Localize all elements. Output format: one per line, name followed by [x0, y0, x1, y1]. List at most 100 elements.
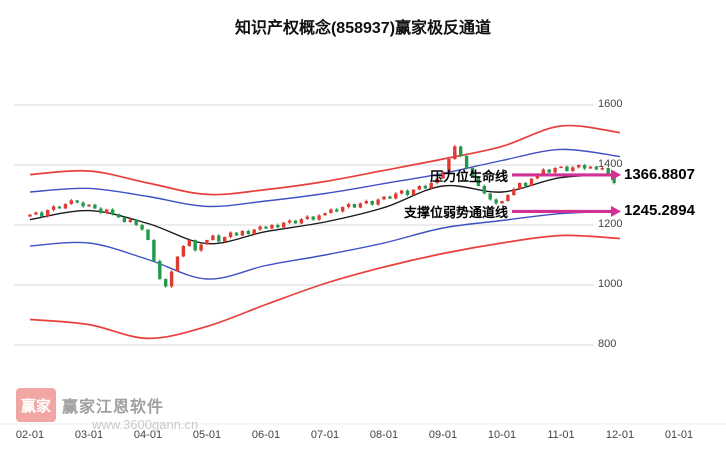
candle-body [164, 279, 168, 287]
candle-body [453, 146, 457, 159]
candle-body [199, 244, 203, 251]
candle-body [276, 225, 280, 228]
candle-body [258, 226, 262, 230]
candle-body [518, 183, 522, 189]
candle-body [553, 168, 557, 173]
candle-body [99, 208, 103, 213]
candle-body [187, 240, 191, 246]
candle-body [40, 212, 44, 217]
candle-body [541, 169, 545, 174]
candle-body [464, 156, 469, 168]
candle-body [447, 159, 451, 172]
candle-body [28, 214, 32, 217]
y-tick-label: 1400 [598, 158, 623, 170]
candle-body [87, 204, 91, 207]
candle-body [582, 165, 587, 169]
candle-body [128, 219, 132, 222]
candle-body [323, 213, 327, 216]
candle-body [335, 209, 339, 212]
grid-layer [0, 104, 726, 425]
x-tick-label: 03-01 [74, 429, 104, 441]
candle-body [317, 215, 321, 220]
candle-body [134, 219, 138, 225]
candle-body [329, 209, 333, 213]
marker-arrows-layer [512, 169, 621, 217]
x-tick-label: 12-01 [605, 429, 635, 441]
candle-body [571, 167, 575, 171]
candle-body [211, 235, 215, 240]
candle-body [352, 204, 357, 208]
candle-body [34, 212, 38, 215]
candle-body [75, 200, 79, 203]
candle-body [93, 204, 97, 209]
candle-body [140, 225, 144, 230]
candle-body [382, 196, 386, 200]
resistance-annotation-label: 压力位生命线 [429, 168, 508, 184]
candle-body [181, 246, 186, 257]
candle-body [588, 166, 593, 169]
candle-body [346, 204, 351, 207]
candle-body [417, 186, 422, 190]
y-tick-label: 800 [598, 338, 617, 350]
candle-body [435, 178, 439, 183]
support-annotation-label: 支撑位弱势通道线 [403, 205, 508, 221]
candle-body [311, 216, 315, 220]
website-url-watermark: www.3600gann.cn [92, 417, 199, 432]
marker-arrow-head [611, 169, 621, 181]
candle-body [122, 217, 127, 222]
x-tick-label: 05-01 [192, 429, 222, 441]
candle-body [287, 220, 292, 223]
candle-body [482, 186, 486, 194]
candle-body [234, 232, 239, 236]
candle-body [500, 201, 504, 204]
candle-body [523, 183, 528, 186]
candle-body [376, 199, 380, 205]
x-tick-label: 02-01 [15, 429, 45, 441]
candle-body [146, 229, 150, 240]
candle-body [223, 237, 227, 242]
candle-body [246, 231, 250, 234]
candle-body [577, 165, 581, 168]
candle-body [116, 213, 121, 218]
candle-body [341, 207, 345, 212]
x-tick-label: 10-01 [487, 429, 517, 441]
candle-body [559, 166, 563, 168]
candle-body [370, 201, 374, 205]
candle-body [240, 231, 245, 236]
candle-body [293, 220, 298, 224]
candle-body [152, 240, 156, 261]
candle-body [217, 235, 221, 242]
candle-body [57, 206, 62, 209]
candle-body [512, 189, 516, 195]
candle-body [405, 190, 410, 195]
y-tick-label: 1600 [598, 98, 623, 110]
candle-body [488, 193, 492, 200]
candle-body [494, 199, 498, 204]
candle-body [193, 240, 197, 251]
candle-body [69, 200, 73, 204]
candle-body [158, 261, 162, 279]
candle-body [470, 168, 475, 177]
candle-body [547, 169, 551, 173]
candle-body [423, 186, 427, 189]
candle-body [364, 201, 368, 204]
candle-body [429, 183, 433, 189]
candle-body [175, 256, 180, 272]
x-tick-label: 01-01 [664, 429, 694, 441]
channel-line [29, 124, 621, 196]
candle-body [169, 271, 174, 287]
candle-body [411, 189, 416, 195]
x-tick-label: 09-01 [428, 429, 458, 441]
candle-body [506, 195, 510, 201]
candle-body [565, 166, 569, 171]
candle-body [252, 229, 256, 234]
channel-lines-layer [29, 124, 621, 340]
candle-body [358, 203, 363, 208]
x-tick-label: 06-01 [251, 429, 281, 441]
candle-body [529, 178, 534, 186]
y-tick-label: 1000 [598, 278, 623, 290]
candle-body [394, 193, 398, 199]
candle-body [63, 204, 68, 209]
candle-body [305, 216, 309, 219]
